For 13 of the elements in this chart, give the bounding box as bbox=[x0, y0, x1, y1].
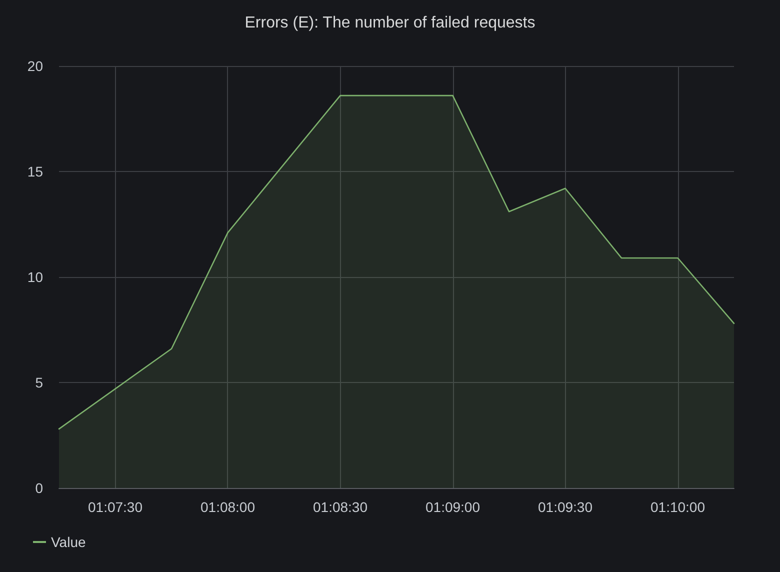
y-tick-label: 10 bbox=[27, 269, 44, 285]
chart-title: Errors (E): The number of failed requests bbox=[244, 14, 536, 32]
y-tick-label: 0 bbox=[35, 480, 44, 496]
legend-label: Value bbox=[51, 534, 86, 550]
x-tick-label: 01:08:30 bbox=[313, 499, 368, 515]
x-tick-label: 01:08:00 bbox=[200, 499, 256, 515]
x-tick-label: 01:07:30 bbox=[88, 499, 143, 515]
y-tick-label: 15 bbox=[27, 164, 44, 180]
x-tick-label: 01:10:00 bbox=[650, 499, 706, 515]
y-tick-label: 5 bbox=[35, 374, 44, 390]
x-tick-label: 01:09:30 bbox=[538, 499, 593, 515]
y-tick-label: 20 bbox=[27, 58, 44, 74]
x-tick-label: 01:09:00 bbox=[426, 499, 480, 515]
